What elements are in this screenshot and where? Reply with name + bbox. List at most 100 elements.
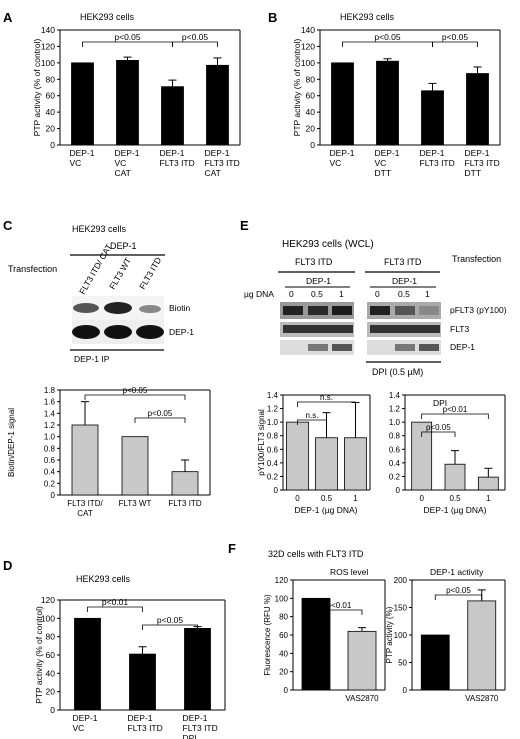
- panel-e-dose-2b: 0.5: [398, 289, 410, 299]
- panel-a-tick-label: 0: [50, 140, 55, 150]
- panel-e-left-tick-label: 1.4: [267, 391, 279, 400]
- panel-c-y-label: Biotin/DEP-1 signal: [7, 408, 16, 477]
- panel-a-title: HEK293 cells: [80, 12, 135, 22]
- panel-a-sig-bracket: [82, 41, 173, 47]
- panel-e-left-tick-label: 0.6: [267, 445, 279, 454]
- panel-a-tick-label: 20: [46, 124, 56, 134]
- panel-d-sig-label: p<0.01: [102, 597, 129, 607]
- panel-f-left-bar: [301, 597, 331, 691]
- panel-a-sig-label: p<0.05: [182, 32, 209, 42]
- panel-e-left-bar-label: 0: [295, 494, 300, 503]
- panel-e-right-sig-bracket: [421, 431, 456, 437]
- panel-e-dose-2a: 0: [375, 289, 380, 299]
- panel-f-right-sig-bracket: [434, 594, 483, 600]
- panel-e-right-tag: DPI: [433, 398, 447, 408]
- panel-a-tick-label: 120: [41, 41, 55, 51]
- panel-f-right-tick-label: 150: [394, 604, 408, 613]
- panel-c-sig-bracket: [134, 417, 186, 423]
- panel-e-dose-1b: 0.5: [311, 289, 323, 299]
- panel-c-tick-label: 1.6: [44, 398, 56, 407]
- panel-b-tick-label: 80: [306, 74, 316, 84]
- panel-f-right-bar: [467, 600, 497, 691]
- panel-e-protein-2: DEP-1: [392, 276, 417, 286]
- panel-d-y-label: PTP activity (% of control): [34, 606, 44, 704]
- panel-b-tick-label: 140: [301, 25, 315, 35]
- panel-f-right-tick-label: 0: [403, 686, 408, 695]
- panel-f-right-tick-label: 200: [394, 576, 408, 585]
- panel-a-bar: [71, 62, 94, 146]
- panel-a-bar: [161, 86, 184, 146]
- panel-c-bar-label: FLT3 WT: [119, 499, 152, 508]
- blot-dep1e-band-2: [332, 344, 352, 351]
- blot-biotin-band-2: [104, 302, 132, 314]
- panel-e-title: HEK293 cells (WCL): [282, 239, 374, 250]
- panel-d-bar: [129, 653, 156, 711]
- panel-e-left-tick-label: 0.4: [267, 459, 279, 468]
- panel-e-dpi-label: DPI (0.5 µM): [372, 367, 423, 377]
- panel-a-bar-label: VC: [115, 158, 127, 168]
- panel-e-right-tick-label: 1.4: [389, 391, 401, 400]
- panel-d-sig-bracket: [87, 606, 143, 612]
- blot-py100-label: pFLT3 (pY100): [450, 305, 507, 315]
- panel-e-right-x-label: DEP-1 (µg DNA): [424, 505, 487, 515]
- panel-e-left-bar: [286, 421, 309, 491]
- panel-c-bar-label: FLT3 ITD: [168, 499, 201, 508]
- panel-b-bar-label: FLT3 ITD: [420, 158, 455, 168]
- blot-py100-band-3: [332, 306, 352, 315]
- panel-letter-f: F: [228, 541, 236, 556]
- panel-e-right-sig-bracket: [421, 413, 489, 419]
- panel-a-tick-label: 100: [41, 58, 55, 68]
- panel-c-lane-3: FLT3 ITD: [137, 255, 163, 291]
- panel-f-left-tick-label: 20: [279, 668, 288, 677]
- panel-f-right-title: DEP-1 activity: [430, 567, 484, 577]
- panel-f-right-bar: [420, 634, 450, 691]
- panel-e-left-sig-bracket: [297, 401, 356, 407]
- panel-b-bar: [331, 62, 354, 146]
- panel-f-left-bar-label: VAS2870: [345, 694, 379, 703]
- panel-d-bar-label: DPI: [183, 733, 197, 739]
- blot-dep1-band-3: [136, 325, 164, 339]
- panel-e-left-tick-label: 0.8: [267, 432, 279, 441]
- blot-dep1-label: DEP-1: [169, 327, 194, 337]
- panel-c-sig-label: p<0.05: [148, 409, 173, 418]
- blot-dep1e-band-3: [395, 344, 415, 351]
- panel-letter-c: C: [3, 218, 13, 233]
- blot-biotin-band-1: [73, 303, 99, 313]
- panel-e-left-bar: [315, 437, 338, 491]
- panel-c-tick-label: 1.2: [44, 421, 56, 430]
- panel-d-bar-label: DEP-1: [73, 713, 98, 723]
- panel-e-right-tick-label: 0.8: [389, 432, 401, 441]
- panel-b-tick-label: 40: [306, 107, 316, 117]
- panel-a-bar-label: DEP-1: [205, 148, 230, 158]
- blot-flt3-label: FLT3: [450, 324, 469, 334]
- panel-f-right-y-label: PTP activity (%): [385, 606, 394, 663]
- panel-letter-d: D: [3, 558, 12, 573]
- blot-flt3-band-left: [283, 325, 353, 333]
- blot-py100-band-4: [370, 306, 390, 315]
- panel-f-left-bar: [347, 630, 377, 691]
- panel-c-tick-label: 1.0: [44, 433, 56, 442]
- panel-a-bar-label: CAT: [115, 168, 131, 178]
- panel-a-bar-label: DEP-1: [160, 148, 185, 158]
- blot-dep1e-band-1: [308, 344, 328, 351]
- blot-biotin-label: Biotin: [169, 303, 191, 313]
- blot-dep1e-band-4: [419, 344, 439, 351]
- panel-b-bar-label: DEP-1: [420, 148, 445, 158]
- panel-f-left-sig-bracket: [315, 609, 363, 615]
- panel-e-right-tick-label: 1.0: [389, 418, 401, 427]
- panel-e-dose-2c: 1: [425, 289, 430, 299]
- panel-b-sig-bracket: [432, 41, 478, 47]
- panel-e-right-bar-label: 0.5: [449, 494, 461, 503]
- panel-f-left-y-label: Fluorescence (RFU %): [263, 594, 272, 676]
- panel-b-sig-bracket: [342, 41, 433, 47]
- panel-c-bar: [171, 471, 199, 496]
- panel-c-blot: HEK293 cells DEP-1 Transfection FLT3 ITD…: [8, 224, 194, 364]
- panel-e-left-x-label: DEP-1 (µg DNA): [295, 505, 358, 515]
- blot-py100-band-1: [283, 306, 303, 315]
- panel-e-left-y-label: pY100/FLT3 signal: [257, 409, 266, 476]
- panel-a-sig-label: p<0.05: [114, 32, 141, 42]
- panel-d-tick-label: 120: [41, 595, 55, 605]
- panel-c-tick-label: 0.6: [44, 456, 56, 465]
- panel-b-bar-label: DTT: [375, 168, 392, 178]
- panel-f-right-tick-label: 100: [394, 631, 408, 640]
